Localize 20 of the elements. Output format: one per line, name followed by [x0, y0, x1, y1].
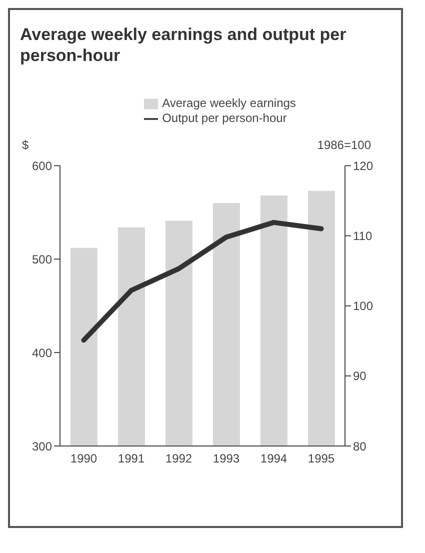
y2-axis-title: 1986=100: [317, 138, 371, 152]
x-tick-label: 1991: [118, 452, 145, 466]
x-tick-label: 1990: [70, 452, 98, 466]
y2-tick-label: 80: [353, 439, 367, 454]
y2-tick-label: 120: [353, 158, 374, 173]
x-tick-label: 1993: [212, 452, 240, 466]
y-tick-label: 400: [32, 346, 52, 360]
x-tick-label: 1995: [308, 452, 335, 466]
y-tick-label: 600: [32, 158, 52, 173]
y-axis-title: $: [22, 138, 29, 152]
y2-tick-label: 110: [353, 229, 372, 243]
x-tick-label: 1994: [260, 452, 288, 466]
chart-title: Average weekly earnings and output per person-hour: [19, 24, 348, 66]
x-tick-label: 1992: [165, 452, 192, 466]
y2-tick-label: 100: [353, 299, 374, 314]
y2-tick-label: 90: [353, 369, 367, 384]
y-tick-label: 300: [32, 439, 52, 454]
legend-label: Average weekly earnings: [162, 96, 296, 110]
legend-label: Output per person-hour: [162, 110, 287, 125]
y-tick-label: 500: [32, 252, 52, 266]
